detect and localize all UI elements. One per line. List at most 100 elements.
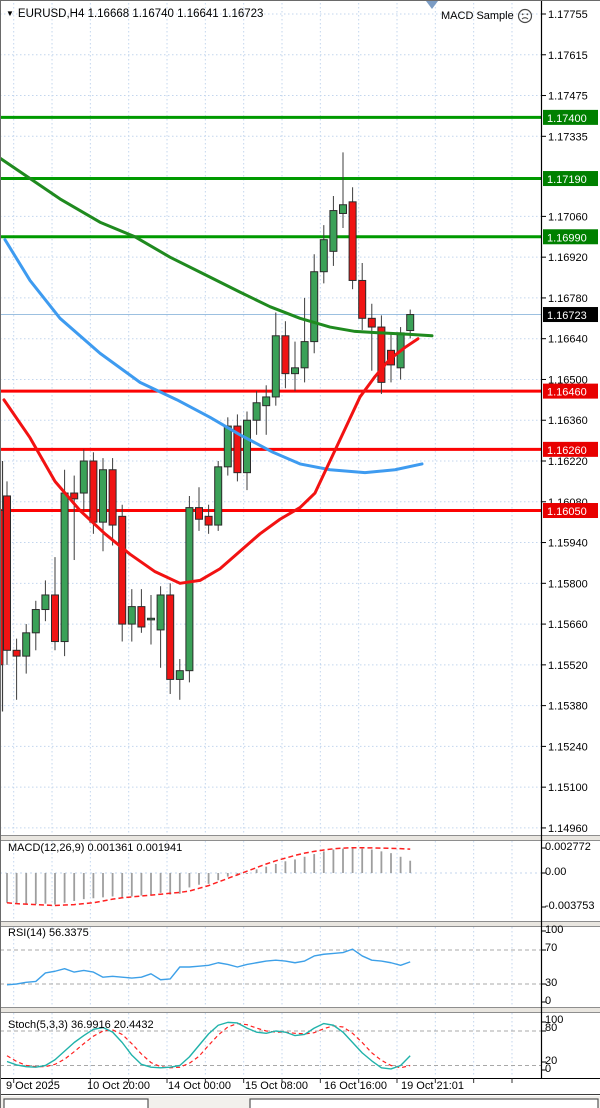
time-axis-label: 16 Oct 16:00: [324, 1080, 387, 1092]
ma-slow-green: [0, 156, 434, 338]
candle-body: [348, 201, 357, 281]
candle-body: [329, 210, 338, 252]
candle-body: [99, 469, 107, 523]
stoch-d-line: [6, 1022, 411, 1069]
macd-axis-min: -0.003753: [545, 900, 595, 912]
stoch-k-line: [6, 1021, 411, 1070]
candle-body: [51, 594, 59, 643]
stoch-axis-80: 80: [545, 1022, 558, 1034]
stoch-axis-100: 100: [545, 1014, 564, 1026]
level-badge-1.16260-label: 1.16260: [547, 445, 587, 457]
price-tick-label: 1.15520: [548, 660, 588, 672]
symbol-dropdown-icon[interactable]: ▼: [6, 9, 14, 18]
time-axis-label: 9 Oct 2025: [6, 1080, 60, 1092]
current-price-badge: [543, 307, 598, 323]
level-badge-1.16990-label: 1.16990: [547, 232, 587, 244]
candle-body: [31, 609, 40, 634]
price-tick-label: 1.16920: [548, 252, 588, 264]
candle-body: [118, 515, 127, 625]
candle-body: [22, 632, 31, 657]
candle-body: [252, 402, 261, 421]
price-tick-label: 1.15800: [548, 578, 588, 590]
candle-body: [89, 460, 98, 523]
macd-axis-max: 0.002772: [545, 841, 591, 853]
panel-divider-bar: [0, 922, 600, 926]
time-axis-label: 10 Oct 20:00: [87, 1080, 150, 1092]
macd-signal-line: [6, 846, 411, 907]
candle-body: [175, 670, 184, 680]
price-tick-label: 1.17755: [548, 9, 588, 21]
candle-body: [108, 469, 117, 526]
time-axis-label: 15 Oct 08:00: [245, 1080, 308, 1092]
candle-body: [166, 594, 175, 680]
price-tick-label: 1.14960: [548, 823, 588, 835]
price-tick-label: 1.16640: [548, 334, 588, 346]
time-axis-label: 14 Oct 00:00: [168, 1080, 231, 1092]
candle-body: [3, 495, 11, 651]
candle-body: [156, 594, 165, 631]
panel-divider-bar: [0, 1008, 600, 1012]
candle-body: [223, 425, 232, 468]
level-badge-1.17400[interactable]: [543, 109, 598, 125]
candle-body: [127, 606, 136, 625]
ma-mid-blue: [3, 238, 424, 475]
price-tick-label: 1.16360: [548, 415, 588, 427]
time-axis: 9 Oct 2025 10 Oct 20:00 14 Oct 00:00 15 Oct…: [0, 1080, 600, 1094]
price-tick-label: 1.15380: [548, 701, 588, 713]
level-badge-1.16460[interactable]: [543, 383, 598, 399]
candle-body: [358, 279, 367, 319]
stoch-axis-0: 0: [545, 1063, 552, 1075]
price-tick-label: 1.16780: [548, 293, 588, 305]
bottom-tab[interactable]: [3, 1098, 149, 1108]
price-tick-label: 1.15240: [548, 741, 588, 753]
rsi-axis-0: 0: [545, 995, 552, 1007]
rsi-panel-label: RSI(14) 56.3375: [8, 927, 89, 939]
candle-body: [12, 649, 21, 657]
macd-panel-label: MACD(12,26,9) 0.001361 0.001941: [8, 842, 183, 854]
candle-body: [281, 335, 290, 375]
rsi-axis-30: 30: [545, 977, 558, 989]
price-tick-label: 1.16500: [548, 374, 588, 386]
candle-body: [214, 466, 223, 526]
bottom-tab[interactable]: [249, 1098, 599, 1108]
level-badge-1.17190-label: 1.17190: [547, 174, 587, 186]
price-tick-label: 1.15100: [548, 782, 588, 794]
candle-body: [137, 606, 146, 628]
expert-advisor-label: MACD Sample: [441, 8, 533, 24]
candle-body: [377, 326, 386, 383]
level-badge-1.17400-label: 1.17400: [547, 113, 587, 125]
candle-body: [367, 317, 376, 328]
time-axis-label: 19 Oct 21:01: [401, 1080, 464, 1092]
level-badge-1.16050[interactable]: [543, 503, 598, 519]
stoch-panel-label: Stoch(5,3,3) 36.9916 20.4432: [8, 1019, 154, 1031]
candle-body: [300, 341, 309, 369]
level-badge-1.17190[interactable]: [543, 171, 598, 187]
ea-name: MACD Sample: [441, 9, 514, 22]
scroll-shift-marker-icon[interactable]: [426, 1, 438, 9]
chart-header: ▼ EURUSD,H4 1.16668 1.16740 1.16641 1.167…: [6, 7, 263, 21]
level-badge-1.16990[interactable]: [543, 229, 598, 245]
price-tick-label: 1.17475: [548, 91, 588, 103]
candle-body: [339, 204, 347, 214]
candle-body: [310, 271, 319, 343]
panel-divider-bar: [0, 836, 600, 840]
ea-status-smiley-icon[interactable]: [517, 8, 533, 24]
price-tick-label: 1.16220: [548, 456, 588, 468]
candle-body: [79, 460, 88, 494]
rsi-line: [6, 948, 411, 986]
stoch-axis-20: 20: [545, 1055, 558, 1067]
candle-body: [406, 314, 415, 332]
candle-body: [147, 617, 155, 621]
candle-body: [195, 507, 203, 520]
level-badge-1.16260[interactable]: [543, 441, 598, 457]
candle-body: [319, 239, 328, 273]
price-tick-label: 1.17335: [548, 131, 588, 143]
candle-body: [233, 425, 242, 474]
price-tick-label: 1.15660: [548, 619, 588, 631]
candle-body: [243, 419, 251, 474]
price-tick-label: 1.17615: [548, 50, 588, 62]
rsi-axis-100: 100: [545, 924, 564, 936]
candle-body: [60, 492, 69, 643]
